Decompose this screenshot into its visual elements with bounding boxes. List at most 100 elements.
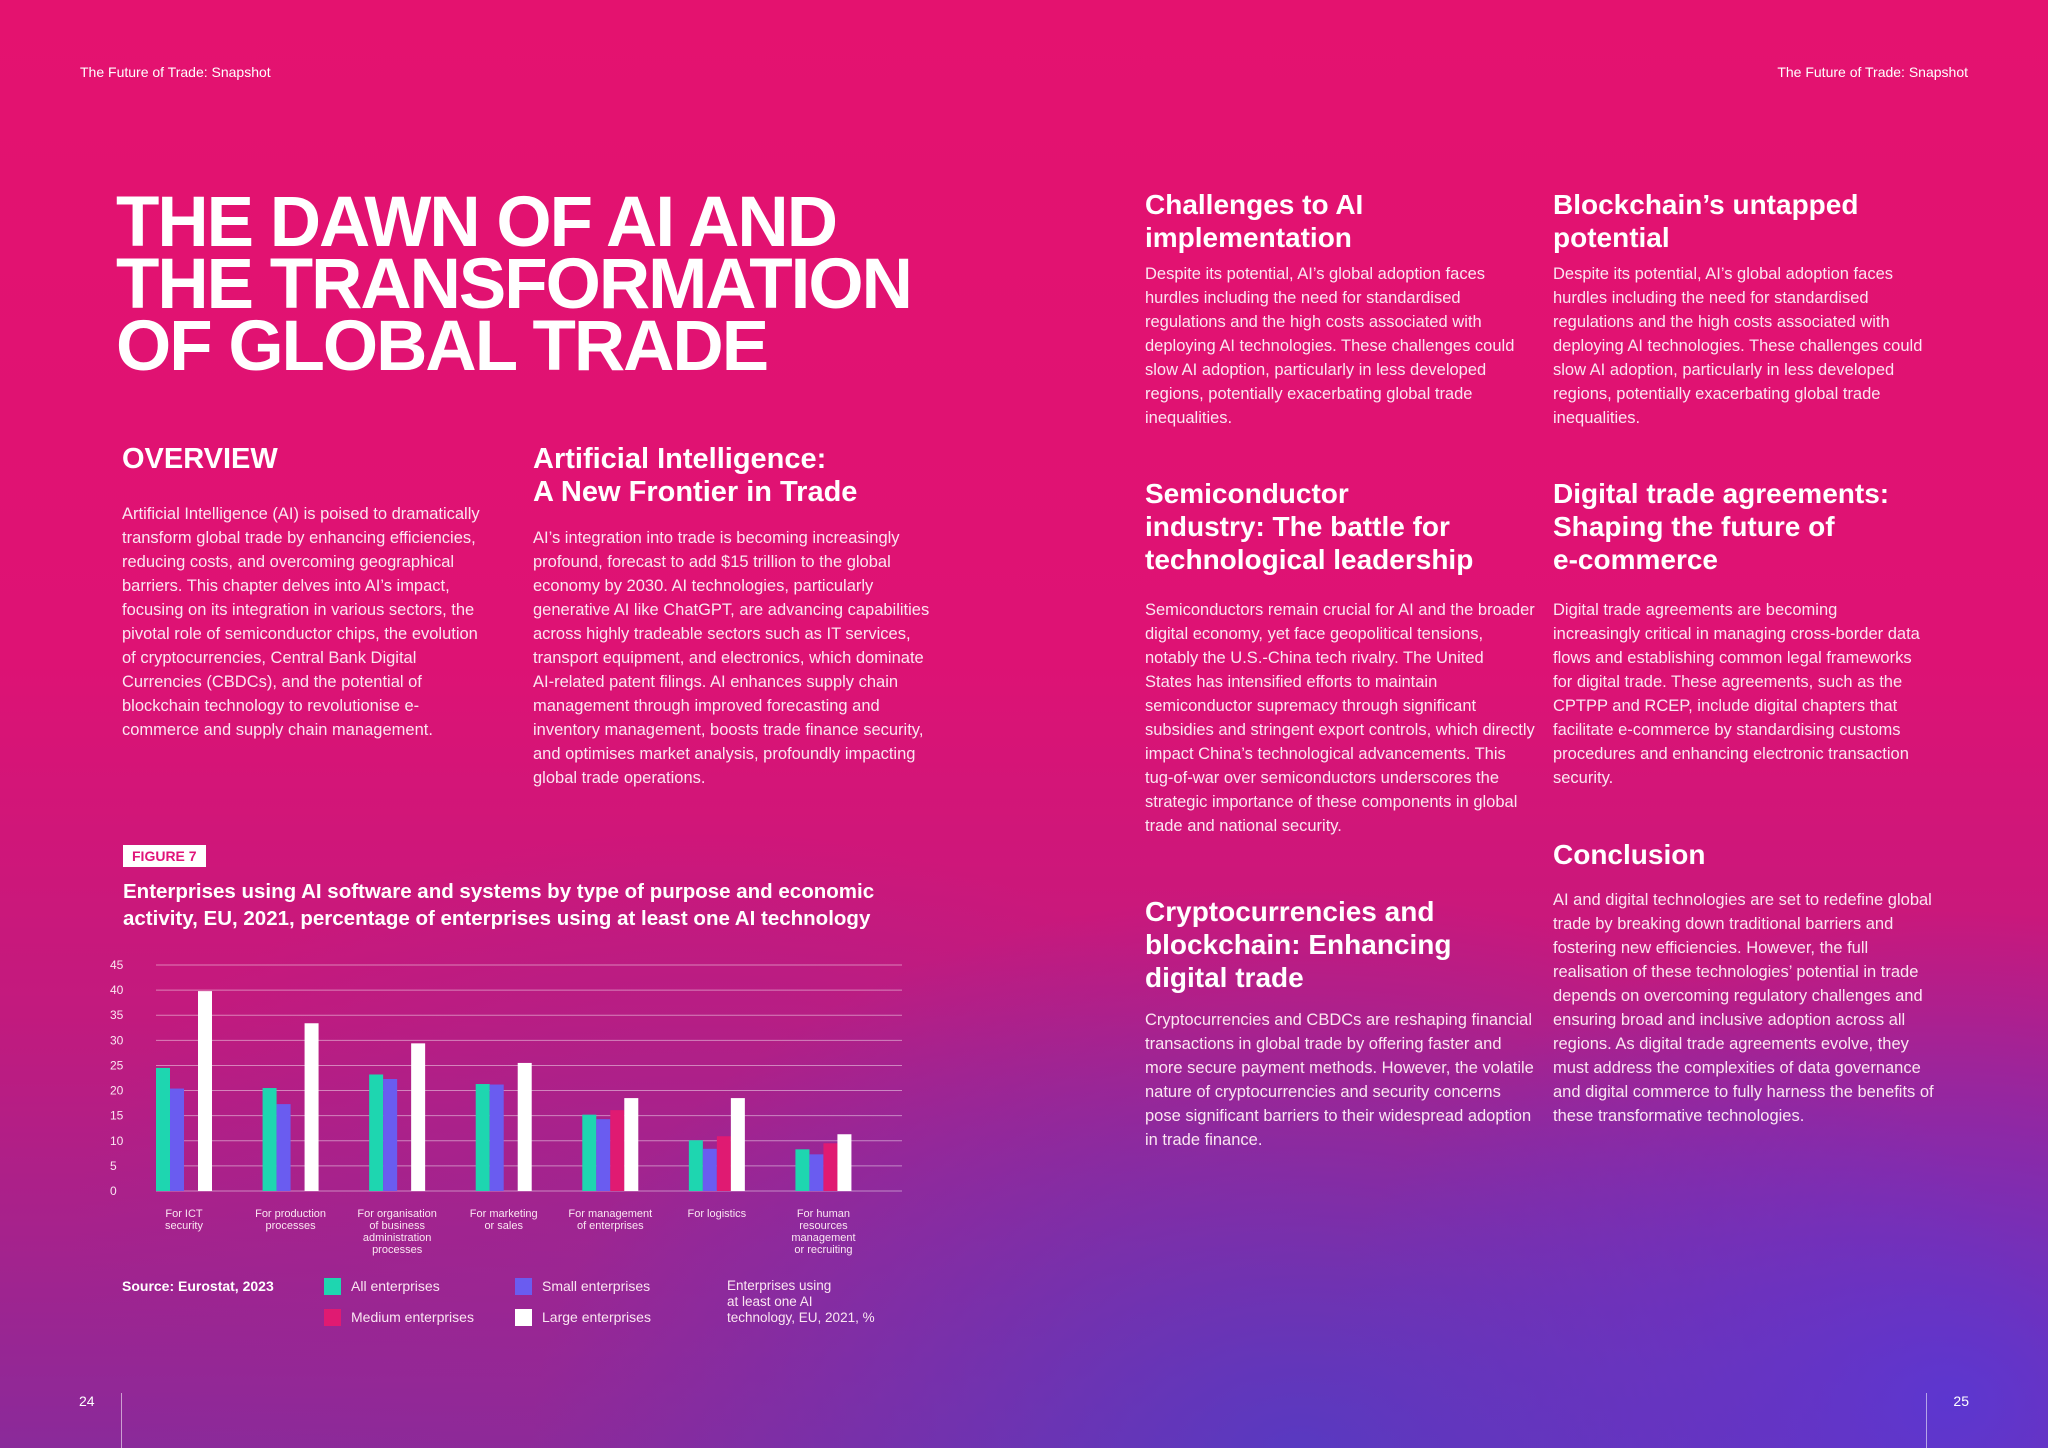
digital-trade-heading: Digital trade agreements: Shaping the fu… [1553, 477, 1973, 576]
x-tick-label: of enterprises [577, 1220, 644, 1232]
semiconductor-heading-line-1: Semiconductor [1145, 478, 1349, 509]
bar [517, 1062, 532, 1191]
legend-label-medium: Medium enterprises [351, 1309, 474, 1325]
legend-label-all: All enterprises [351, 1278, 440, 1294]
figure-note: Enterprises using at least one AI techno… [727, 1278, 875, 1326]
digital-trade-body: Digital trade agreements are becoming in… [1553, 601, 1920, 787]
title-line-1: THE DAWN OF AI AND [116, 183, 838, 262]
legend-label-large: Large enterprises [542, 1309, 651, 1325]
x-tick-label: security [165, 1220, 203, 1232]
x-tick-label: or sales [484, 1220, 523, 1232]
bar [582, 1114, 597, 1191]
challenges-heading: Challenges to AI implementation [1145, 188, 1535, 254]
blockchain-heading-line-2: potential [1553, 222, 1670, 253]
bar [730, 1098, 745, 1191]
challenges-body: Despite its potential, AI’s global adopt… [1145, 265, 1515, 427]
title-line-2: THE TRANSFORMATION [116, 245, 913, 324]
x-tick-label: administration [363, 1232, 431, 1244]
bar [383, 1079, 398, 1191]
footer-divider-left [121, 1393, 122, 1448]
ai-frontier-heading: Artificial Intelligence: A New Frontier … [533, 443, 953, 509]
ai-frontier-body: AI’s integration into trade is becoming … [533, 529, 930, 787]
crypto-body: Cryptocurrencies and CBDCs are reshaping… [1145, 1011, 1534, 1149]
x-tick-label: processes [372, 1244, 423, 1256]
y-tick-label: 10 [110, 1134, 124, 1148]
legend-swatch-medium [324, 1309, 341, 1326]
challenges-heading-line-2: implementation [1145, 222, 1352, 253]
crypto-heading-line-3: digital trade [1145, 962, 1304, 993]
figure-source: Source: Eurostat, 2023 [122, 1278, 274, 1294]
y-tick-label: 5 [110, 1159, 117, 1173]
x-tick-label: For ICT [165, 1208, 203, 1220]
figure-note-line-3: technology, EU, 2021, % [727, 1310, 875, 1325]
figure-badge: FIGURE 7 [123, 845, 206, 867]
crypto-heading: Cryptocurrencies and blockchain: Enhanci… [1145, 895, 1545, 994]
bar [688, 1140, 703, 1191]
y-tick-label: 35 [110, 1008, 124, 1022]
x-tick-label: For logistics [688, 1208, 747, 1220]
blockchain-body: Despite its potential, AI’s global adopt… [1553, 265, 1923, 427]
crypto-heading-line-1: Cryptocurrencies and [1145, 896, 1435, 927]
crypto-heading-line-2: blockchain: Enhancing [1145, 929, 1452, 960]
x-tick-label: processes [266, 1220, 317, 1232]
figure-note-line-2: at least one AI [727, 1294, 813, 1309]
semiconductor-heading-line-3: technological leadership [1145, 544, 1474, 575]
x-tick-label: management [791, 1232, 855, 1244]
x-tick-label: For management [568, 1208, 652, 1220]
bar [716, 1136, 731, 1191]
x-tick-label: For organisation [357, 1208, 437, 1220]
figure-title-line-2: activity, EU, 2021, percentage of enterp… [123, 907, 871, 930]
y-tick-label: 0 [110, 1184, 117, 1198]
running-header-right: The Future of Trade: Snapshot [1777, 64, 1968, 80]
figure-note-line-1: Enterprises using [727, 1278, 832, 1293]
y-tick-label: 45 [110, 958, 124, 972]
y-tick-label: 30 [110, 1033, 124, 1047]
bar [624, 1098, 639, 1191]
bar [795, 1149, 810, 1191]
bar [411, 1043, 426, 1191]
bar [156, 1067, 170, 1191]
bar [198, 991, 212, 1191]
ai-frontier-heading-line-1: Artificial Intelligence: [533, 443, 827, 475]
legend-swatch-all [324, 1278, 341, 1295]
figure-title: Enterprises using AI software and system… [123, 878, 923, 932]
overview-heading: OVERVIEW [122, 443, 278, 475]
bar [610, 1110, 625, 1191]
x-tick-label: or recruiting [794, 1244, 852, 1256]
title-line-3: OF GLOBAL TRADE [116, 307, 769, 386]
x-tick-label: For human [797, 1208, 850, 1220]
y-tick-label: 40 [110, 983, 124, 997]
digital-trade-heading-line-3: e-commerce [1553, 544, 1718, 575]
footer-divider-right [1926, 1393, 1927, 1448]
page-number-right: 25 [1953, 1393, 1969, 1409]
legend-swatch-small [515, 1278, 532, 1295]
bar [489, 1084, 504, 1191]
bar [823, 1143, 838, 1191]
bar [702, 1148, 717, 1191]
y-tick-label: 25 [110, 1058, 124, 1072]
legend-swatch-large [515, 1309, 532, 1326]
semiconductor-heading-line-2: industry: The battle for [1145, 511, 1450, 542]
page-number-left: 24 [79, 1393, 95, 1409]
blockchain-heading-line-1: Blockchain’s untapped [1553, 189, 1859, 220]
x-tick-label: of business [369, 1220, 425, 1232]
ai-frontier-heading-line-2: A New Frontier in Trade [533, 476, 858, 508]
x-tick-label: resources [799, 1220, 848, 1232]
page-title: THE DAWN OF AI AND THE TRANSFORMATION OF… [116, 183, 1016, 386]
blockchain-heading: Blockchain’s untapped potential [1553, 188, 1953, 254]
bar [475, 1084, 490, 1191]
bar [276, 1104, 291, 1191]
overview-body: Artificial Intelligence (AI) is poised t… [122, 505, 480, 739]
figure-title-line-1: Enterprises using AI software and system… [123, 880, 875, 903]
conclusion-body: AI and digital technologies are set to r… [1553, 891, 1934, 1125]
bar [304, 1023, 319, 1191]
bar [596, 1119, 611, 1191]
bar [262, 1088, 277, 1191]
digital-trade-heading-line-2: Shaping the future of [1553, 511, 1835, 542]
x-tick-label: For production [255, 1208, 326, 1220]
x-tick-label: For marketing [470, 1208, 538, 1220]
bar [837, 1134, 852, 1191]
semiconductor-body: Semiconductors remain crucial for AI and… [1145, 601, 1535, 835]
y-tick-label: 15 [110, 1109, 124, 1123]
